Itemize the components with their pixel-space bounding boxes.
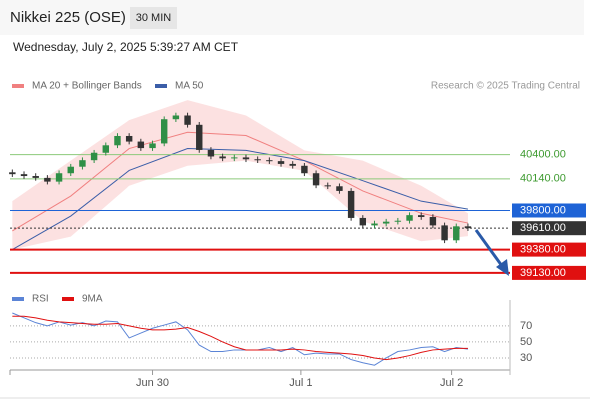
legend-swatch xyxy=(12,297,24,301)
interval-button[interactable] xyxy=(130,7,177,29)
candle-body xyxy=(312,173,320,186)
indicator-line xyxy=(12,315,468,361)
title: Nikkei 225 (OSE) xyxy=(10,9,126,26)
candle-body xyxy=(207,149,215,157)
moving-average xyxy=(12,148,469,251)
candle-body xyxy=(137,141,145,149)
x-tick-label: Jul 2 xyxy=(440,377,463,389)
plot: MA 20 + Bollinger Bands MA 50 40400.00 4014… xyxy=(9,81,586,389)
candle-body xyxy=(359,217,367,226)
forecast-arrow xyxy=(474,229,504,267)
candle-body xyxy=(102,145,110,153)
candle-body xyxy=(266,160,273,162)
candle-body xyxy=(67,166,74,174)
candle-body xyxy=(160,119,168,144)
candle-body xyxy=(289,163,296,166)
level-label-box xyxy=(512,242,586,257)
y-tick-label: 30 xyxy=(520,352,532,364)
candle-body xyxy=(453,226,460,241)
moving-average xyxy=(12,131,469,232)
candle-body xyxy=(9,172,16,175)
legend-label: MA 50 xyxy=(175,81,204,92)
candle-body xyxy=(382,221,390,224)
level-label: 39610.00 xyxy=(520,222,566,234)
candle-body xyxy=(301,165,308,174)
timestamp: Wednesday, July 2, 2025 5:39:27 AM CET xyxy=(13,40,239,54)
candle-body xyxy=(394,220,402,222)
level-label: 39380.00 xyxy=(520,244,566,256)
candle-body xyxy=(441,225,448,241)
candle-body xyxy=(90,152,98,161)
candle-body xyxy=(418,215,425,218)
legend-label: RSI xyxy=(32,294,49,305)
candle-body xyxy=(277,161,285,164)
forecast-arrowhead xyxy=(496,259,509,276)
legend-swatch xyxy=(62,297,74,301)
candle-body xyxy=(149,143,156,149)
candle-body xyxy=(44,177,51,182)
candle-body xyxy=(347,190,355,218)
candle-body xyxy=(219,156,226,159)
y-tick-label: 70 xyxy=(520,320,532,332)
candle-body xyxy=(324,185,331,187)
legend-label: 9MA xyxy=(82,294,103,305)
legend-label: MA 20 + Bollinger Bands xyxy=(32,81,142,92)
level-label: 40140.00 xyxy=(520,173,566,185)
candle-body xyxy=(196,124,203,150)
candle-body xyxy=(172,115,180,120)
x-tick-label: Jun 30 xyxy=(136,377,169,389)
candle-body xyxy=(254,159,261,161)
level-label: 39800.00 xyxy=(520,204,566,216)
candle-body xyxy=(55,173,63,182)
candle-body xyxy=(371,223,378,226)
candle-body xyxy=(32,176,39,178)
candle-body xyxy=(464,226,472,229)
candle-body xyxy=(125,135,133,142)
candle-body xyxy=(336,186,343,191)
level-label-box xyxy=(512,221,586,236)
candle-body xyxy=(114,135,121,146)
candle-body xyxy=(429,217,437,226)
candle-body xyxy=(406,215,413,221)
legend-swatch xyxy=(155,84,167,88)
level-label: 40400.00 xyxy=(520,149,566,161)
candle-body xyxy=(79,160,86,167)
candle-body xyxy=(20,174,28,177)
level-label-box xyxy=(512,203,586,218)
candle-body xyxy=(242,157,250,160)
header-bar xyxy=(0,0,584,35)
candle-body xyxy=(184,115,191,125)
candle-body xyxy=(231,157,238,159)
y-tick-label: 50 xyxy=(520,336,532,348)
level-label: 39130.00 xyxy=(520,267,566,279)
interval[interactable]: 30 MIN xyxy=(136,12,172,24)
x-tick-label: Jul 1 xyxy=(289,377,312,389)
level-label-box xyxy=(512,265,586,280)
source: Research © 2025 Trading Central xyxy=(431,81,580,92)
legend-swatch xyxy=(12,84,24,88)
